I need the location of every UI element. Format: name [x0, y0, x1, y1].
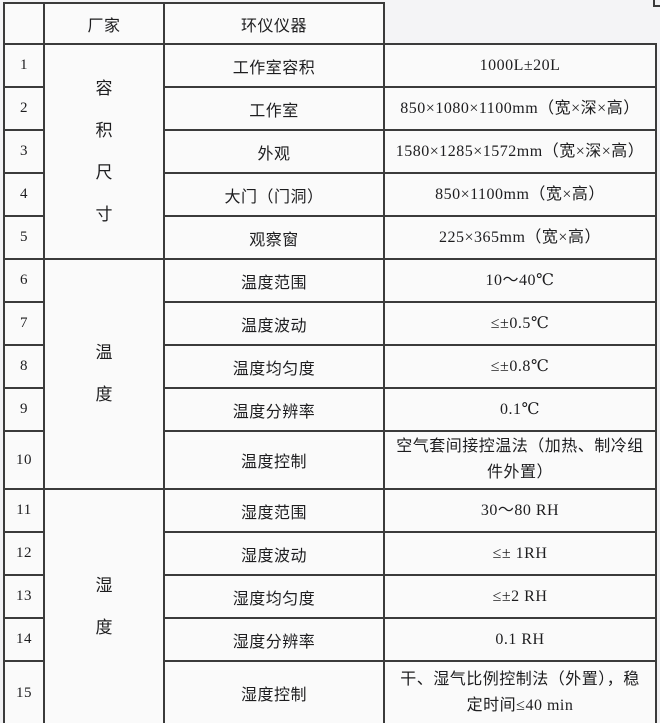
value-cell: 空气套间接控温法（加热、制冷组件外置）: [383, 430, 657, 490]
row-number: 13: [3, 574, 45, 619]
row-number: 1: [3, 43, 45, 88]
group-label-volume-size: 容 积 尺 寸: [43, 43, 165, 260]
table-row: 12 湿度波动 ≤± 1RH: [3, 531, 657, 576]
value-cell: 850×1100mm（宽×高）: [383, 172, 657, 217]
value-cell: ≤± 1RH: [383, 531, 657, 576]
header-brand-cell: 环仪仪器: [163, 2, 385, 45]
table-row: 7 温度波动 ≤±0.5℃: [3, 301, 657, 346]
table-row: 6 温 度 温度范围 10～40℃: [3, 258, 657, 490]
group-label-humidity: 湿 度: [43, 488, 165, 723]
param-cell: 湿度均匀度: [163, 574, 385, 619]
param-cell: 工作室容积: [163, 43, 385, 88]
row-number: 10: [3, 430, 45, 490]
value-cell: 1580×1285×1572mm（宽×深×高）: [383, 129, 657, 174]
param-cell: 温度控制: [163, 430, 385, 490]
param-cell: 温度分辨率: [163, 387, 385, 432]
row-number: 9: [3, 387, 45, 432]
spec-table: 厂家 环仪仪器 1 容 积 尺 寸 工作室容积 1000L±20L 2 工作室 …: [3, 2, 657, 723]
row-number: 5: [3, 215, 45, 260]
row-number: 12: [3, 531, 45, 576]
table-row: 9 温度分辨率 0.1℃: [3, 387, 657, 432]
table-row: 4 大门（门洞） 850×1100mm（宽×高）: [3, 172, 657, 217]
value-cell: 850×1080×1100mm（宽×深×高）: [383, 86, 657, 131]
value-cell: 0.1℃: [383, 387, 657, 432]
group-label-temperature: 温 度: [43, 258, 165, 490]
value-cell: 0.1 RH: [383, 617, 657, 662]
value-cell: 30～80 RH: [383, 488, 657, 533]
value-cell: 10～40℃: [383, 258, 657, 303]
value-cell: ≤±2 RH: [383, 574, 657, 619]
param-cell: 温度均匀度: [163, 344, 385, 389]
value-cell: ≤±0.5℃: [383, 301, 657, 346]
corner-mark: [653, 0, 660, 7]
value-cell: ≤±0.8℃: [383, 344, 657, 389]
table-row: 11 湿 度 湿度范围 30～80 RH: [3, 488, 657, 723]
value-cell: 干、湿气比例控制法（外置），稳定时间≤40 min: [383, 660, 657, 723]
row-number: 15: [3, 660, 45, 723]
table-row: 3 外观 1580×1285×1572mm（宽×深×高）: [3, 129, 657, 174]
row-number: 11: [3, 488, 45, 533]
row-number: 8: [3, 344, 45, 389]
param-cell: 工作室: [163, 86, 385, 131]
table-row: 8 温度均匀度 ≤±0.8℃: [3, 344, 657, 389]
header-index-cell: [3, 2, 45, 45]
table-row: 2 工作室 850×1080×1100mm（宽×深×高）: [3, 86, 657, 131]
param-cell: 湿度分辨率: [163, 617, 385, 662]
table-row: 13 湿度均匀度 ≤±2 RH: [3, 574, 657, 619]
header-open-cell: [383, 3, 656, 45]
row-number: 4: [3, 172, 45, 217]
param-cell: 大门（门洞）: [163, 172, 385, 217]
param-cell: 温度范围: [163, 258, 385, 303]
row-number: 7: [3, 301, 45, 346]
table-row: 1 容 积 尺 寸 工作室容积 1000L±20L: [3, 43, 657, 260]
table-row: 14 湿度分辨率 0.1 RH: [3, 617, 657, 662]
header-row: 厂家 环仪仪器: [3, 2, 656, 45]
value-cell: 1000L±20L: [383, 43, 657, 88]
param-cell: 温度波动: [163, 301, 385, 346]
row-number: 3: [3, 129, 45, 174]
param-cell: 湿度控制: [163, 660, 385, 723]
param-cell: 湿度范围: [163, 488, 385, 533]
value-cell: 225×365mm（宽×高）: [383, 215, 657, 260]
table-row: 5 观察窗 225×365mm（宽×高）: [3, 215, 657, 260]
row-number: 14: [3, 617, 45, 662]
param-cell: 外观: [163, 129, 385, 174]
row-number: 6: [3, 258, 45, 303]
param-cell: 观察窗: [163, 215, 385, 260]
header-vendor-cell: 厂家: [43, 2, 165, 45]
table-row: 10 温度控制 空气套间接控温法（加热、制冷组件外置）: [3, 430, 657, 490]
param-cell: 湿度波动: [163, 531, 385, 576]
table-row: 15 湿度控制 干、湿气比例控制法（外置），稳定时间≤40 min: [3, 660, 657, 723]
row-number: 2: [3, 86, 45, 131]
